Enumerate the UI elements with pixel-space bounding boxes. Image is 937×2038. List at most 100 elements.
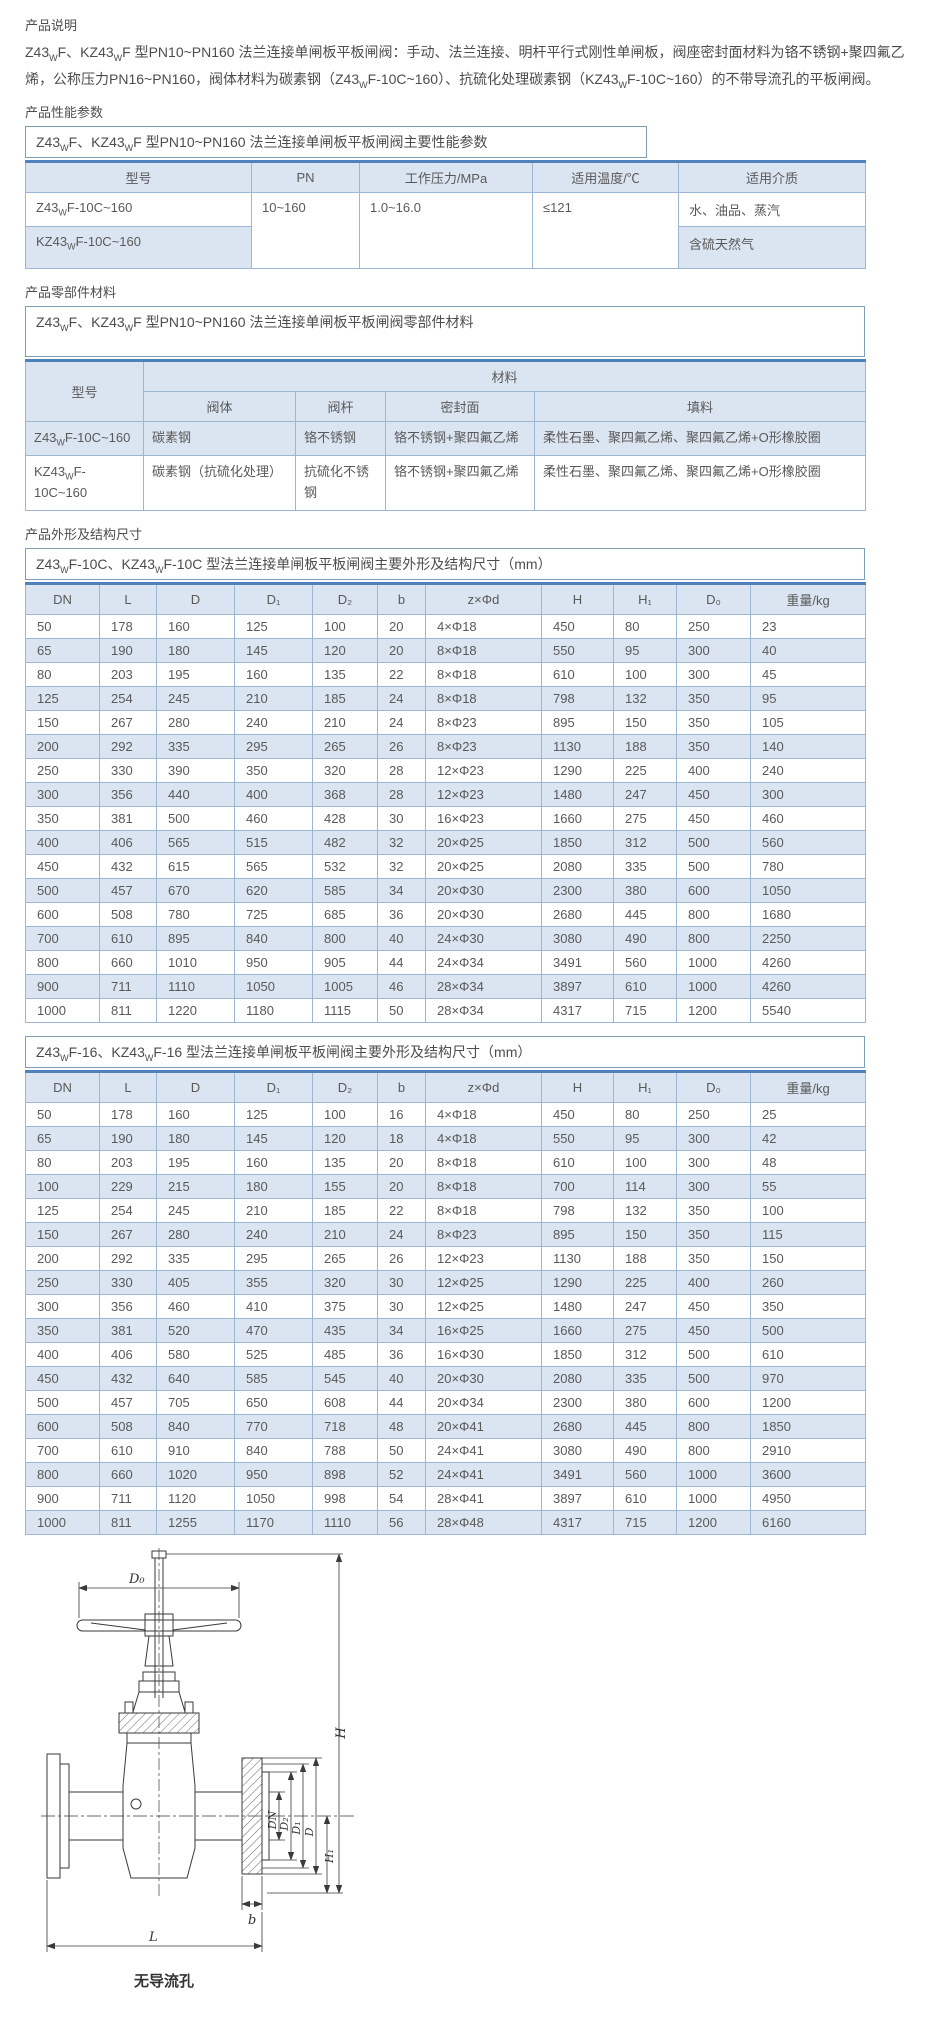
table-cell: 400 [676,758,751,783]
performance-table-title: Z43WF、KZ43WF 型PN10~PN160 法兰连接单闸板平板闸阀主要性能… [25,126,647,158]
column-header: 材料 [142,360,867,392]
table-cell: 432 [99,1366,157,1391]
table-cell: 54 [377,1486,426,1511]
column-header: H [541,583,614,615]
table-cell: 685 [312,902,378,927]
table-row: KZ43WF-10C~160 碳素钢（抗硫化处理） 抗硫化不锈钢 铬不锈钢+聚四… [25,455,867,511]
table-row: 500 457 705 650 608 44 20×Φ34 2300 380 600 1200 [25,1390,866,1415]
table-cell: 200 [25,734,100,759]
valve-stem [151,1550,167,1698]
table-cell: 390 [156,758,235,783]
table-cell: 905 [312,950,378,975]
table-row: 100 229 215 180 155 20 8×Φ18 700 114 300 55 [25,1174,866,1199]
column-header: 型号 [25,360,144,422]
table-cell: 200 [25,1246,100,1271]
table-cell: 5540 [750,998,866,1023]
table-cell: 715 [613,1510,677,1535]
seal-material-cell: 铬不锈钢+聚四氟乙烯 [385,421,535,456]
table-cell: 300 [676,662,751,687]
table-cell: 800 [312,926,378,951]
table-cell: 560 [750,830,866,855]
table-row: 65 190 180 145 120 20 8×Φ18 550 95 300 40 [25,638,866,663]
table-cell: 185 [312,1198,378,1223]
table-cell: 135 [312,662,378,687]
table-cell: 12×Φ23 [425,758,542,783]
table-cell: 300 [25,782,100,807]
table-cell: 145 [234,638,313,663]
column-header: D [156,583,235,615]
table-cell: 640 [156,1366,235,1391]
table-cell: 381 [99,806,157,831]
table-cell: 95 [750,686,866,711]
table-cell: 267 [99,1222,157,1247]
table-cell: 3491 [541,950,614,975]
column-header: 填料 [533,391,867,422]
table-cell: 20×Φ30 [425,878,542,903]
table-cell: 8×Φ23 [425,734,542,759]
table-cell: 840 [234,1438,313,1463]
table-cell: 160 [234,1150,313,1175]
table-cell: 312 [613,830,677,855]
table-cell: 295 [234,734,313,759]
table-cell: 950 [234,1462,313,1487]
table-cell: 1000 [25,998,100,1023]
table-cell: 440 [156,782,235,807]
section-title-description: 产品说明 [25,18,78,33]
table-cell: 350 [676,710,751,735]
table-cell: 1000 [676,950,751,975]
table-cell: 895 [541,710,614,735]
table-cell: 320 [312,758,378,783]
dimensions-table-body: 50 178 160 125 100 20 4×Φ18 450 80 250 23 65 190 180 1… [25,614,866,1023]
table-row: 600 508 780 725 685 36 20×Φ30 2680 445 800 1680 [25,902,866,927]
valve-yoke [132,1635,186,1713]
table-cell: 1000 [676,1462,751,1487]
table-cell: 1120 [156,1486,235,1511]
table-cell: 120 [312,638,378,663]
table-cell: 40 [750,638,866,663]
stem-material-cell: 铬不锈钢 [295,421,386,456]
column-header: 阀体 [143,391,296,422]
table-row: 80 203 195 160 135 20 8×Φ18 610 100 300 48 [25,1150,866,1175]
table-row: 300 356 460 410 375 30 12×Φ25 1480 247 450 350 [25,1294,866,1319]
performance-table-section: Z43WF、KZ43WF 型PN10~PN160 法兰连接单闸板平板闸阀主要性能… [25,126,912,269]
column-header: 工作压力/MPa [359,161,533,193]
dimension-h [166,1553,343,1894]
table-row: Z43WF-10C~160 碳素钢 铬不锈钢 铬不锈钢+聚四氟乙烯 柔性石墨、聚… [25,421,867,456]
table-cell: 24 [377,710,426,735]
table-cell: 24 [377,686,426,711]
table-cell: 450 [676,1294,751,1319]
table-cell: 1200 [676,1510,751,1535]
table-cell: 12×Φ23 [425,782,542,807]
table-row: 800 660 1020 950 898 52 24×Φ41 3491 560 1000 3600 [25,1462,866,1487]
table-cell: 560 [613,1462,677,1487]
table-cell: 185 [312,686,378,711]
table-cell: 8×Φ18 [425,638,542,663]
table-cell: 428 [312,806,378,831]
column-header: z×Φd [425,1071,542,1103]
dimension-label-l: L [148,1930,158,1945]
table-cell: 210 [234,1198,313,1223]
table-cell: 380 [613,1390,677,1415]
valve-handwheel [76,1613,242,1637]
dimensions-table-10c: DN L D D₁ D₂ b z×Φd H H₁ D₀ 重量/kg 50 178 160 125 100 20… [25,582,866,1023]
table-cell: 330 [99,1270,157,1295]
table-cell: 3600 [750,1462,866,1487]
table-cell: 300 [25,1294,100,1319]
dimension-label-d2: D₂ [278,1817,291,1831]
table-cell: 250 [676,1102,751,1127]
table-row: 350 381 500 460 428 30 16×Φ23 1660 275 450 460 [25,806,866,831]
column-header: D₂ [312,1071,378,1103]
table-cell: 22 [377,1198,426,1223]
table-cell: 20×Φ41 [425,1414,542,1439]
table-cell: 400 [25,830,100,855]
valve-technical-drawing: D₀ H DN D₂ D₁ D H₁ b L 无导流孔 [39,1548,379,1991]
table-cell: 335 [613,1366,677,1391]
column-header: 适用介质 [678,161,866,193]
table-cell: 490 [613,1438,677,1463]
dimension-label-h: H [334,1727,349,1740]
table-cell: 406 [99,830,157,855]
model-cell: Z43WF-10C~160 [25,192,252,227]
table-cell: 450 [25,1366,100,1391]
table-row: 1000 811 1255 1170 1110 56 28×Φ48 4317 715 1200 61… [25,1510,866,1535]
